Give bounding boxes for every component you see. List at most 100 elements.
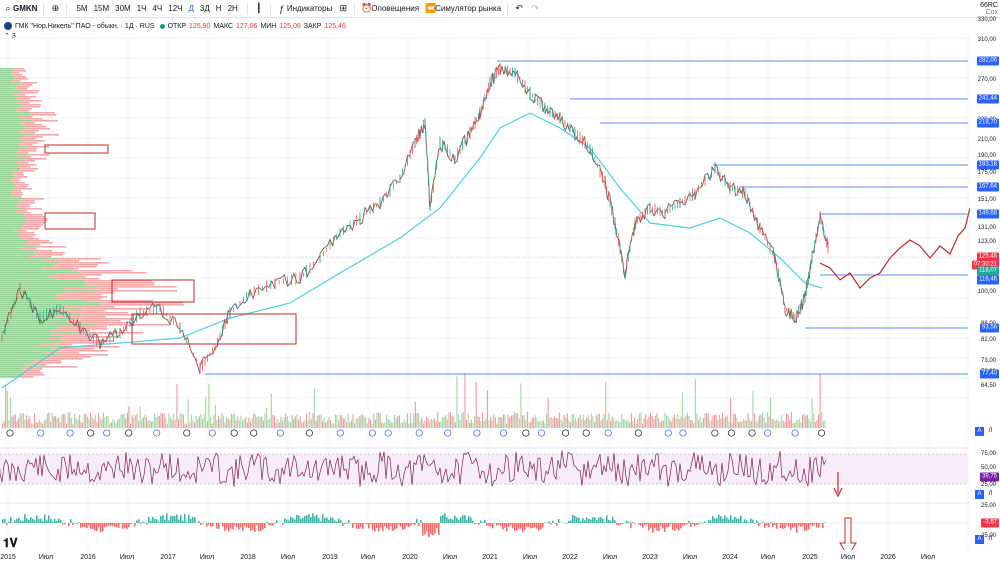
profile-bar-down	[82, 308, 150, 310]
account-corner[interactable]: 66RC Сох	[980, 2, 998, 16]
macd-histogram-bar	[758, 523, 760, 526]
profile-bar-down	[72, 270, 132, 272]
profile-bar-up	[0, 264, 55, 266]
redo-button[interactable]: ↷	[527, 0, 543, 18]
macd-histogram-bar	[426, 523, 428, 532]
macd-auto-scale-button[interactable]: A	[975, 535, 984, 544]
profile-bar-up	[0, 90, 22, 92]
macd-histogram-bar	[102, 523, 104, 532]
compare-button[interactable]: ⊕	[47, 0, 63, 18]
alerts-button[interactable]: ⏰ Оповещения	[358, 0, 422, 18]
macd-histogram-bar	[38, 518, 40, 523]
price-chart-canvas[interactable]	[0, 18, 970, 550]
macd-histogram-bar	[642, 523, 644, 528]
volume-bar	[454, 421, 456, 428]
volume-bar	[118, 418, 120, 428]
volume-bar	[546, 413, 548, 428]
macd-histogram-bar	[444, 513, 446, 523]
macd-histogram-bar	[674, 523, 676, 531]
macd-histogram-bar	[804, 523, 806, 532]
macd-histogram-bar	[310, 517, 312, 523]
timeframe-4[interactable]: 4Ч	[152, 4, 163, 13]
timeframe-9[interactable]: 2Н	[227, 4, 238, 13]
timeframe-3[interactable]: 1Ч	[136, 4, 147, 13]
symbol-search[interactable]: ⌕ GMKN	[0, 0, 40, 18]
macd-histogram-bar	[180, 515, 182, 523]
undo-button[interactable]: ↶	[511, 0, 527, 18]
volume-bar	[278, 422, 280, 428]
timeframe-2[interactable]: 30М	[115, 4, 131, 13]
volume-bar	[752, 391, 754, 428]
macd-histogram-bar	[210, 523, 212, 527]
volume-bar	[395, 418, 397, 428]
timeframe-5[interactable]: 12Ч	[168, 4, 183, 13]
profile-bar-up	[0, 280, 84, 282]
profile-bar-up	[0, 70, 15, 72]
price-tick: 64,50	[980, 383, 996, 389]
volume-bar	[560, 419, 562, 428]
profile-bar-up	[0, 68, 14, 70]
volume-bar	[166, 423, 168, 428]
macd-histogram-bar	[384, 523, 386, 527]
timeframe-1[interactable]: 15М	[93, 4, 110, 13]
chart-type-button[interactable]: ┃	[251, 0, 267, 18]
time-tick: 2018	[240, 554, 256, 561]
macd-histogram-bar	[78, 522, 80, 523]
profile-bar-down	[59, 354, 109, 356]
price-axis[interactable]: 330,00310,00290,00270,00250,00230,00210,…	[970, 17, 1000, 548]
indicators-collapse-button[interactable]: ⌃ 3	[4, 33, 16, 40]
macd-histogram-bar	[638, 523, 640, 525]
indicators-button[interactable]: ƒ Индикаторы	[274, 0, 335, 18]
volume-bar	[720, 418, 722, 428]
volume-bar	[488, 420, 490, 428]
log-scale-button[interactable]: Л	[988, 428, 993, 434]
profile-bar-down	[24, 216, 45, 218]
volume-bar	[749, 419, 751, 428]
macd-histogram-bar	[510, 523, 512, 526]
macd-histogram-bar	[354, 523, 356, 525]
time-axis[interactable]: 2015 Июл 2016 Июл 2017 Июл 2018 Июл 2019 Июл 2020 И…	[0, 550, 970, 566]
macd-histogram-bar	[782, 523, 784, 529]
timeframe-group: 5М 15М 30М 1Ч 4Ч 12Ч Д 3Д Н 2Н	[70, 0, 243, 18]
templates-button[interactable]: ⊞	[335, 0, 351, 18]
macd-log-scale-button[interactable]: Л	[988, 536, 993, 542]
timeframe-7[interactable]: 3Д	[199, 4, 210, 13]
volume-bar	[760, 414, 762, 428]
auto-scale-button[interactable]: A	[975, 427, 984, 436]
volume-bar	[642, 423, 644, 428]
timeframe-0[interactable]: 5М	[76, 4, 88, 13]
macd-histogram-bar	[14, 520, 16, 523]
macd-histogram-bar	[732, 519, 734, 523]
profile-bar-up	[0, 148, 21, 150]
volume-bar	[682, 392, 684, 428]
rsi-auto-scale-button[interactable]: A	[975, 490, 984, 499]
rsi-log-scale-button[interactable]: Л	[988, 491, 993, 497]
profile-bar-down	[21, 238, 40, 240]
profile-bar-up	[0, 284, 85, 286]
profile-bar-down	[10, 180, 19, 182]
volume-bar	[534, 415, 536, 428]
replay-button[interactable]: ⏪ Симулятор рынка	[422, 0, 504, 18]
profile-bar-up	[0, 176, 16, 178]
volume-bar	[638, 413, 640, 428]
volume-bar	[189, 422, 191, 428]
macd-histogram-bar	[314, 516, 316, 523]
volume-bar	[757, 420, 759, 428]
profile-bar-up	[0, 324, 95, 326]
profile-bar-up	[0, 196, 12, 198]
volume-bar	[6, 390, 8, 428]
volume-bar	[629, 423, 631, 428]
volume-bar	[147, 420, 149, 428]
volume-bar	[538, 421, 540, 428]
profile-bar-up	[0, 364, 26, 366]
volume-bar	[558, 412, 560, 428]
profile-bar-down	[25, 222, 46, 224]
volume-bar	[656, 412, 658, 428]
volume-bar	[381, 422, 383, 428]
macd-histogram-bar	[406, 523, 408, 526]
timeframe-6[interactable]: Д	[188, 4, 194, 13]
timeframe-8[interactable]: Н	[215, 4, 222, 13]
volume-bar	[387, 419, 389, 428]
macd-histogram-bar	[228, 523, 230, 532]
legend-title[interactable]: ГМК "Нор.Никель" ПАО - обыкн. · 1Д · RUS	[15, 22, 155, 30]
